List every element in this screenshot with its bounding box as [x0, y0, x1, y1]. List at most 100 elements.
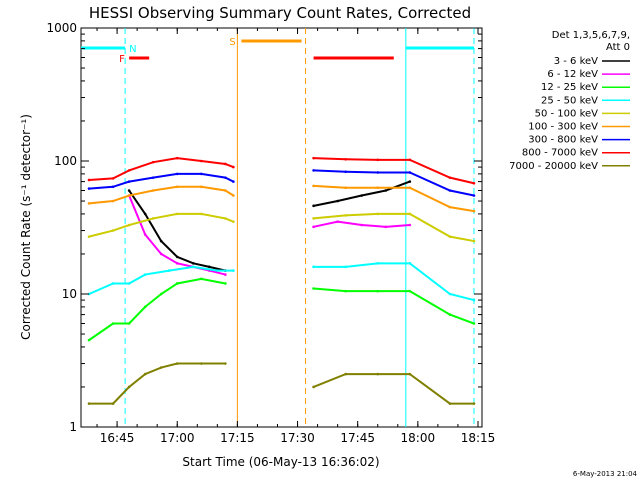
data-point	[224, 273, 227, 276]
x-tick-label: 17:00	[160, 431, 195, 445]
data-point	[312, 225, 315, 229]
data-point	[408, 223, 412, 227]
data-point	[143, 233, 147, 236]
data-point	[159, 292, 163, 296]
plot-frame	[80, 27, 483, 428]
data-point	[87, 187, 91, 190]
data-point	[167, 269, 171, 272]
data-point	[312, 184, 315, 188]
data-point	[344, 289, 347, 293]
chart-title: HESSI Observing Summary Count Rates, Cor…	[89, 4, 471, 22]
data-point	[448, 313, 452, 316]
data-point	[208, 265, 211, 269]
data-point	[87, 202, 91, 205]
data-point	[111, 199, 115, 203]
series-line-3	[313, 262, 475, 302]
data-point	[408, 262, 412, 265]
data-point	[472, 209, 476, 213]
data-point	[111, 229, 115, 232]
data-point	[111, 177, 115, 180]
data-point	[312, 217, 315, 220]
data-point	[127, 385, 131, 389]
legend-label: 50 - 100 keV	[535, 108, 599, 119]
data-point	[312, 204, 315, 208]
data-point	[224, 189, 227, 192]
data-point	[376, 289, 380, 293]
data-series	[87, 156, 476, 405]
data-point	[87, 338, 91, 342]
series-line-4	[313, 212, 475, 243]
x-tick-label: 18:15	[461, 431, 496, 445]
data-point	[448, 205, 452, 209]
series-line-6	[88, 172, 234, 190]
data-point	[232, 220, 235, 223]
legend-label: 6 - 12 keV	[547, 69, 598, 80]
data-point	[472, 194, 476, 197]
series-line-8	[89, 362, 226, 405]
data-point	[472, 239, 476, 243]
data-point	[159, 366, 163, 369]
x-tick-label: 17:30	[280, 431, 315, 445]
legend-label: 7000 - 20000 keV	[509, 161, 598, 172]
series-line-7	[313, 157, 475, 185]
data-point	[200, 172, 203, 176]
data-point	[224, 362, 227, 365]
series-line-8	[313, 373, 474, 405]
y-tick-label: 1000	[46, 21, 77, 35]
legend-label: 100 - 300 keV	[528, 122, 598, 133]
annotation-label-f: F	[119, 54, 125, 65]
data-point	[151, 176, 155, 179]
data-point	[312, 385, 315, 389]
series-line-2	[313, 287, 475, 325]
data-point	[127, 322, 131, 325]
y-axis-label: Corrected Count Rate (s⁻¹ detector⁻¹)	[19, 114, 33, 340]
data-point	[224, 176, 227, 179]
data-point	[232, 194, 235, 197]
data-point	[143, 372, 147, 376]
data-point	[143, 305, 147, 309]
data-point	[111, 185, 115, 189]
series-line-5	[88, 185, 234, 205]
data-point	[127, 194, 131, 197]
data-point	[408, 158, 412, 162]
data-point	[224, 162, 227, 166]
data-point	[408, 171, 412, 174]
data-point	[175, 262, 179, 265]
data-point	[224, 282, 227, 285]
data-point	[448, 402, 452, 405]
data-point	[87, 292, 91, 296]
data-point	[111, 402, 115, 405]
annotation-label-s: S	[229, 37, 235, 48]
data-point	[408, 372, 412, 376]
data-point	[200, 212, 203, 216]
series-line-6	[313, 169, 475, 197]
data-point	[143, 212, 147, 216]
y-tick-label: 10	[62, 287, 77, 301]
data-point	[344, 157, 347, 161]
data-point	[360, 223, 364, 227]
data-point	[312, 169, 315, 172]
x-tick-label: 18:00	[401, 431, 436, 445]
data-point	[472, 322, 476, 325]
data-point	[408, 289, 412, 293]
data-point	[376, 262, 380, 265]
data-point	[232, 269, 235, 272]
data-point	[175, 282, 179, 285]
data-point	[312, 287, 315, 290]
data-point	[143, 273, 147, 276]
data-point	[472, 402, 476, 405]
data-point	[127, 282, 131, 285]
data-point	[87, 178, 91, 182]
data-point	[448, 292, 452, 296]
data-point	[175, 212, 179, 216]
x-axis: 16:45 17:00 17:15 17:30 17:45 18:00 18:15	[96, 28, 496, 445]
data-point	[344, 170, 347, 174]
data-point	[111, 322, 115, 325]
data-point	[200, 185, 203, 189]
series-line-5	[313, 184, 475, 213]
data-point	[384, 225, 388, 229]
legend-label: 3 - 6 keV	[554, 56, 598, 67]
data-point	[151, 160, 155, 164]
data-point	[159, 239, 163, 243]
data-point	[175, 156, 179, 160]
